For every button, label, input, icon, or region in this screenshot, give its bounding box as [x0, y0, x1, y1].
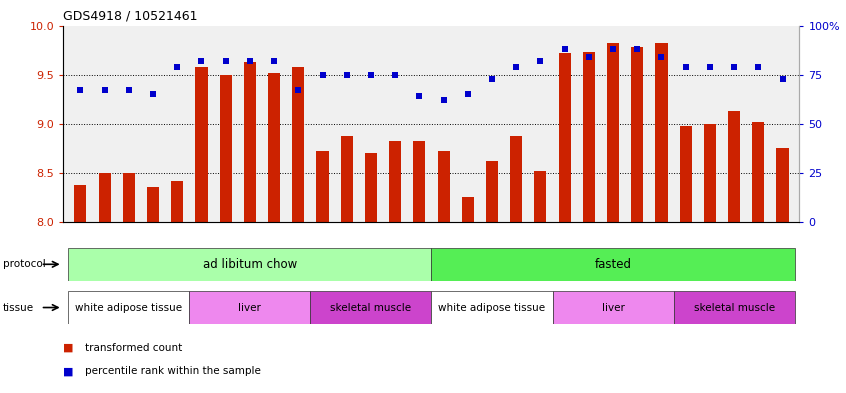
Bar	[558, 53, 571, 222]
Bar	[583, 52, 595, 222]
Text: transformed count: transformed count	[85, 343, 182, 353]
Text: ad libitum chow: ad libitum chow	[203, 258, 297, 271]
Bar	[195, 67, 207, 222]
Bar	[123, 173, 135, 222]
Bar	[431, 248, 794, 281]
Point	[461, 91, 475, 97]
Text: ■: ■	[63, 366, 74, 376]
Point	[678, 64, 692, 70]
Text: white adipose tissue: white adipose tissue	[438, 303, 546, 312]
Text: percentile rank within the sample: percentile rank within the sample	[85, 366, 261, 376]
Point	[146, 91, 160, 97]
Bar	[437, 151, 449, 222]
Point	[582, 54, 596, 60]
Bar	[98, 173, 111, 222]
Bar	[486, 161, 498, 222]
Bar	[365, 153, 377, 222]
Bar	[777, 148, 788, 222]
Point	[364, 72, 377, 78]
Point	[267, 58, 281, 64]
Bar	[190, 291, 310, 324]
Text: GDS4918 / 10521461: GDS4918 / 10521461	[63, 10, 198, 23]
Text: skeletal muscle: skeletal muscle	[694, 303, 775, 312]
Point	[776, 75, 789, 82]
Point	[413, 93, 426, 99]
Bar	[69, 248, 431, 281]
Point	[751, 64, 765, 70]
Point	[195, 58, 208, 64]
Bar	[316, 151, 328, 222]
Bar	[631, 47, 643, 222]
Bar	[268, 73, 280, 222]
Point	[655, 54, 668, 60]
Text: fasted: fasted	[595, 258, 632, 271]
Bar	[607, 43, 619, 222]
Point	[340, 72, 354, 78]
Point	[728, 64, 741, 70]
Bar	[704, 124, 716, 222]
Bar	[74, 185, 86, 222]
Point	[630, 46, 644, 52]
Text: white adipose tissue: white adipose tissue	[75, 303, 183, 312]
Point	[607, 46, 620, 52]
Point	[243, 58, 256, 64]
Bar	[147, 187, 159, 222]
Text: skeletal muscle: skeletal muscle	[331, 303, 411, 312]
Point	[74, 87, 87, 94]
Point	[171, 64, 184, 70]
Point	[509, 64, 523, 70]
Point	[558, 46, 571, 52]
Bar	[673, 291, 794, 324]
Bar	[752, 122, 765, 222]
Point	[292, 87, 305, 94]
Bar	[389, 141, 401, 222]
Bar	[656, 43, 667, 222]
Bar	[535, 171, 547, 222]
Text: ■: ■	[63, 343, 74, 353]
Bar	[292, 67, 305, 222]
Bar	[69, 291, 190, 324]
Point	[534, 58, 547, 64]
Bar	[341, 136, 353, 222]
Bar	[171, 181, 184, 222]
Bar	[552, 291, 673, 324]
Bar	[728, 111, 740, 222]
Point	[388, 72, 402, 78]
Bar	[679, 126, 692, 222]
Bar	[462, 197, 474, 222]
Point	[98, 87, 112, 94]
Point	[219, 58, 233, 64]
Bar	[310, 291, 431, 324]
Bar	[414, 141, 426, 222]
Bar	[220, 75, 232, 222]
Point	[316, 72, 329, 78]
Bar	[431, 291, 552, 324]
Text: liver: liver	[602, 303, 624, 312]
Bar	[244, 62, 256, 222]
Point	[437, 97, 450, 103]
Text: tissue: tissue	[3, 303, 34, 313]
Text: liver: liver	[239, 303, 261, 312]
Point	[703, 64, 717, 70]
Point	[122, 87, 135, 94]
Bar	[510, 136, 522, 222]
Point	[486, 75, 499, 82]
Text: protocol: protocol	[3, 259, 46, 270]
